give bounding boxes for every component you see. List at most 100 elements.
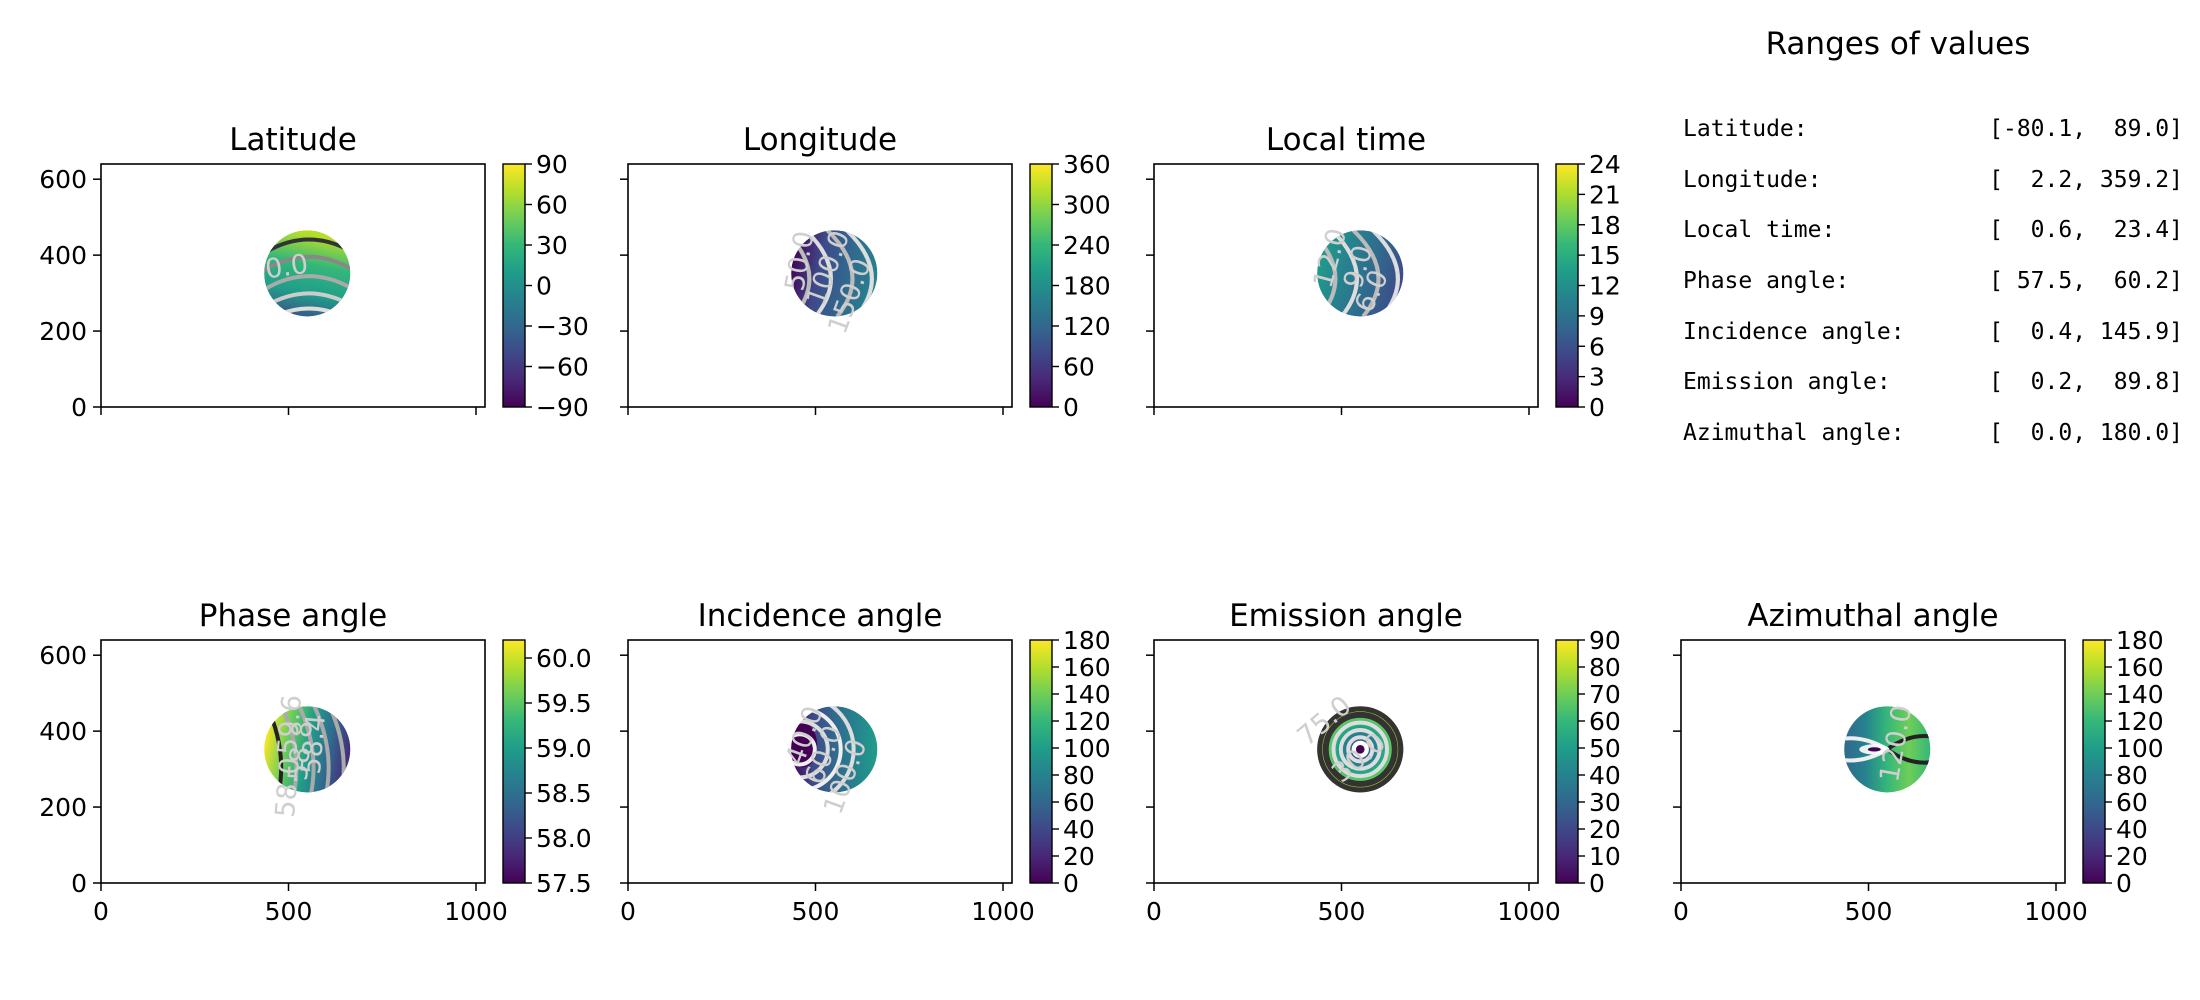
x-tick-label: 0 <box>620 897 636 926</box>
colorbar-tick-label: 59.0 <box>536 734 592 763</box>
colorbar-tick-label: 240 <box>1063 231 1111 260</box>
planet-disc <box>1317 706 1404 793</box>
ranges-label: Latitude: <box>1683 116 1808 142</box>
contour-blob-core <box>1867 747 1881 752</box>
colorbar-tick-label: 160 <box>1063 653 1111 682</box>
axes-frame <box>100 639 486 884</box>
colorbar-tick-label: 58.5 <box>536 779 592 808</box>
colorbar-tick-label: 6 <box>1589 332 1605 361</box>
colorbar <box>2082 639 2106 884</box>
x-tick-label: 500 <box>1845 897 1893 926</box>
colorbar-tick-label: 160 <box>2116 653 2164 682</box>
contour-label: 59.6 <box>272 694 308 757</box>
y-tick-label: 400 <box>39 717 87 746</box>
contour-line <box>280 706 299 793</box>
ranges-value: [-80.1, 89.0] <box>1989 116 2183 142</box>
colorbar-tick-label: 57.5 <box>536 869 592 898</box>
contour-line <box>264 274 351 292</box>
panel-title: Incidence angle <box>698 598 943 634</box>
panel-title: Emission angle <box>1229 598 1463 634</box>
contour-label: 58.0 <box>270 756 306 819</box>
axes-frame <box>627 639 1013 884</box>
colorbar-tick-label: 60 <box>2116 788 2148 817</box>
x-tick-label: 1000 <box>444 897 508 926</box>
colorbar-tick-label: 70 <box>1589 680 1621 709</box>
x-tick-label: 500 <box>792 897 840 926</box>
x-tick-label: 0 <box>1673 897 1689 926</box>
colorbar-tick-label: 100 <box>1063 734 1111 763</box>
ranges-value: [ 0.2, 89.8] <box>1989 369 2183 396</box>
colorbar-tick-label: 60 <box>1063 353 1095 382</box>
panel-title: Azimuthal angle <box>1747 598 1998 634</box>
colorbar-tick-label: 120 <box>1063 312 1111 341</box>
disc-fill <box>1317 230 1404 317</box>
ranges-table: Latitude: [-80.1, 89.0] Longitude: [ 2.2, … <box>1683 116 2183 471</box>
contour-line <box>791 732 817 767</box>
colorbar-tick-label: 180 <box>2116 626 2164 655</box>
contour-line <box>1322 711 1398 787</box>
contour-line <box>1351 230 1381 317</box>
colorbar-tick-label: 9 <box>1589 302 1605 331</box>
contour-label: 58.8 <box>283 719 319 782</box>
panel-title: Longitude <box>743 122 897 158</box>
contour-line <box>264 254 351 272</box>
axes-frame <box>100 163 486 408</box>
colorbar-tick-label: 20 <box>1063 842 1095 871</box>
ranges-value: [ 0.4, 145.9] <box>1989 318 2183 345</box>
colorbar-tick-label: 180 <box>1063 272 1111 301</box>
colorbar-tick-label: 300 <box>1063 191 1111 220</box>
x-tick-label: 1000 <box>971 897 1035 926</box>
panel-title: Phase angle <box>199 598 387 634</box>
y-tick-label: 600 <box>39 641 87 670</box>
ranges-row-longitude: Longitude: [ 2.2, 359.2] <box>1683 167 2183 218</box>
axes-frame <box>1680 639 2066 884</box>
contour-line <box>804 230 833 317</box>
colorbar-tick-label: −90 <box>536 393 589 422</box>
contour-line <box>825 230 855 317</box>
colorbar-tick-label: −30 <box>536 312 589 341</box>
axes-frame <box>1153 163 1539 408</box>
contour-label: 58.4 <box>296 713 332 776</box>
ranges-value: [ 57.5, 60.2] <box>1989 268 2183 295</box>
contour-line <box>1886 734 1931 751</box>
ranges-value: [ 0.6, 23.4] <box>1989 217 2183 244</box>
panel-latitude: Latitude 0.0 0 200 400 600 90 60 30 0 −30 −60 −90 <box>39 122 588 422</box>
colorbar-tick-label: 40 <box>1589 761 1621 790</box>
ranges-value: [ 2.2, 359.2] <box>1989 166 2183 193</box>
x-tick-label: 1000 <box>2024 897 2088 926</box>
disc-fill <box>791 706 878 793</box>
colorbar-tick-label: 90 <box>536 150 568 179</box>
planet-disc <box>1844 706 1931 793</box>
ranges-row-latitude: Latitude: [-80.1, 89.0] <box>1683 116 2183 167</box>
y-tick-label: 400 <box>39 241 87 270</box>
colorbar-tick-label: 60 <box>1063 788 1095 817</box>
colorbar-tick-label: 20 <box>1589 815 1621 844</box>
colorbar-tick-label: 80 <box>1589 653 1621 682</box>
x-tick-label: 500 <box>265 897 313 926</box>
contour-label: 0.0 <box>263 249 310 286</box>
contour-line <box>312 706 331 793</box>
colorbar-tick-label: 360 <box>1063 150 1111 179</box>
colorbar-tick-label: 3 <box>1589 363 1605 392</box>
colorbar-tick-label: 140 <box>1063 680 1111 709</box>
ranges-row-phase-angle: Phase angle: [ 57.5, 60.2] <box>1683 268 2183 319</box>
x-tick-label: 0 <box>93 897 109 926</box>
colorbar-tick-label: 15 <box>1589 241 1621 270</box>
contour-center-dot <box>1355 745 1365 754</box>
ranges-label: Emission angle: <box>1683 369 1891 396</box>
colorbar-tick-label: 140 <box>2116 680 2164 709</box>
colorbar <box>1029 163 1053 408</box>
contour-line <box>1330 230 1359 317</box>
contour-line <box>1886 747 1931 765</box>
x-tick-label: 1000 <box>1497 897 1561 926</box>
colorbar-tick-label: 0 <box>2116 869 2132 898</box>
ranges-value: [ 0.0, 180.0] <box>1989 420 2183 447</box>
colorbar-tick-label: 80 <box>1063 761 1095 790</box>
axes-frame <box>1153 639 1539 884</box>
y-tick-label: 600 <box>39 165 87 194</box>
ranges-label: Local time: <box>1683 217 1836 244</box>
contour-line <box>1346 735 1375 764</box>
